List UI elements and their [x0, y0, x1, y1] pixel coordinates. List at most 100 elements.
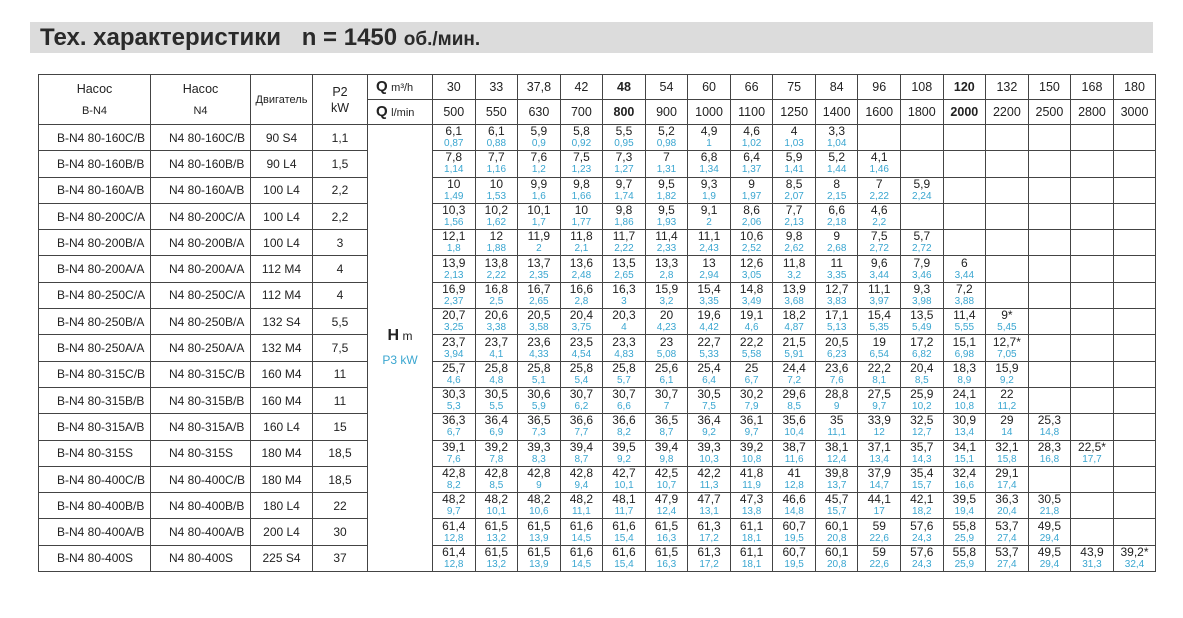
performance-cell: 17,1 5,13 [814, 308, 859, 336]
power-value: 24,3 [912, 532, 932, 544]
performance-cell [942, 123, 987, 152]
power-value: 2,15 [826, 190, 847, 202]
performance-cell: 6,4 1,37 [729, 150, 774, 178]
performance-cell [1112, 492, 1157, 520]
performance-cell: 36,6 8,2 [602, 413, 646, 441]
power-value: 6,7 [744, 374, 759, 386]
table-row: B-N4 80-250C/A N4 80-250C/A 112 M4 4 16,9 2,3… [38, 281, 1157, 310]
power-value: 12,8 [444, 558, 464, 570]
power-value: 13,1 [699, 506, 719, 518]
performance-cell: 9,9 1,6 [517, 176, 561, 204]
head-value: 47,7 [697, 492, 721, 507]
performance-cell: 25,7 4,6 [432, 360, 476, 388]
head-value: 61,5 [654, 518, 679, 533]
head-value: 22,5* [1077, 440, 1106, 454]
p2-power: 18,5 [312, 465, 368, 494]
head-value: 8,5 [785, 177, 803, 191]
power-value: 11,1 [827, 427, 847, 439]
performance-cell: 48,2 11,1 [559, 492, 604, 520]
power-value: 29,4 [1039, 532, 1060, 544]
power-value: 8,5 [787, 401, 802, 413]
power-value: 13,8 [741, 506, 762, 518]
head-value: 42,8 [569, 466, 594, 480]
head-value: 47,3 [739, 492, 764, 507]
q-unit-lmin: l/min [391, 106, 415, 119]
performance-table: Насос B-N4 Насос N4 Двигатель P2 kW Q m³/h … [38, 74, 1157, 573]
power-value: 5,55 [954, 322, 975, 334]
power-value: 1,04 [826, 138, 847, 150]
head-value: 6,1 [445, 124, 463, 139]
head-value: 32,5 [910, 413, 934, 428]
p2-power: 22 [312, 492, 368, 520]
head-value: 36,3 [995, 492, 1019, 507]
power-value: 10,6 [529, 506, 549, 518]
power-value: 14,7 [869, 480, 889, 491]
performance-cell: 29,6 8,5 [772, 386, 816, 415]
performance-cell [857, 123, 902, 152]
head-value: 9,5 [658, 177, 675, 191]
head-value: 28,3 [1037, 440, 1062, 454]
power-value: 4,54 [571, 348, 592, 360]
performance-cell [1070, 150, 1114, 178]
head-value: 13,7 [527, 255, 551, 270]
power-value: 5,58 [741, 348, 762, 360]
header-q-lmin-value: 2500 [1027, 99, 1072, 125]
motor-type: 180 M4 [250, 439, 313, 467]
head-value: 33,9 [867, 413, 891, 428]
performance-cell: 13,6 2,48 [559, 255, 604, 283]
power-value: 5,49 [912, 322, 932, 334]
power-value: 3,68 [784, 295, 804, 307]
performance-cell: 32,4 16,6 [942, 465, 987, 494]
pump-n4-model: N4 80-315A/B [150, 413, 251, 441]
power-value: 9,7 [872, 401, 887, 413]
header-q-m3h-value: 48 [602, 74, 646, 100]
head-value: 20,5 [825, 334, 849, 349]
header-q-m3h-value: 84 [814, 74, 859, 100]
head-value: 36,4 [484, 413, 508, 428]
performance-cell: 5,5 0,95 [602, 123, 646, 152]
motor-type: 100 L4 [250, 229, 313, 257]
header-motor: Двигатель [250, 74, 313, 125]
performance-cell: 47,9 12,4 [644, 492, 689, 520]
performance-cell: 42,8 8,5 [474, 465, 519, 494]
motor-type: 90 L4 [250, 150, 313, 178]
power-value: 9,2 [999, 374, 1014, 386]
head-value: 7,5 [573, 150, 590, 165]
performance-cell [1112, 308, 1157, 336]
head-value: 48,2 [527, 492, 551, 507]
power-value: 9,8 [659, 453, 674, 465]
power-value: 13,4 [869, 453, 889, 465]
power-value: 10,8 [954, 401, 975, 413]
head-value: 9,3 [700, 177, 718, 191]
motor-type: 200 L4 [250, 518, 313, 546]
power-value: 2,2 [872, 217, 887, 229]
head-value: 15,1 [952, 334, 977, 349]
performance-cell: 12 1,88 [474, 229, 519, 257]
power-value: 6,54 [869, 348, 889, 360]
performance-cell: 41 12,8 [772, 465, 816, 494]
head-value: 23,6 [527, 334, 551, 349]
head-value: 39,5 [612, 440, 636, 454]
power-value: 0,98 [656, 138, 677, 150]
power-value: 1,27 [614, 164, 634, 176]
performance-cell: 29 14 [985, 413, 1029, 441]
header-q-m3h-value: 33 [474, 74, 519, 100]
performance-cell: 42,8 9 [517, 465, 561, 494]
performance-cell [1027, 123, 1072, 152]
head-value: 39,4 [654, 440, 679, 454]
performance-cell: 13,5 5,49 [900, 308, 944, 336]
header-q-lmin: Q l/min [367, 99, 433, 125]
performance-cell: 9 2,68 [814, 229, 859, 257]
power-value: 15,4 [614, 532, 634, 544]
power-value: 7 [663, 401, 670, 413]
header-q-m3h-value: 180 [1112, 74, 1157, 100]
power-value: 9 [833, 401, 840, 413]
head-value: 30,3 [442, 387, 466, 402]
motor-type: 160 L4 [250, 413, 313, 441]
header-q-lmin-value: 1000 [687, 99, 731, 125]
pump-n4-model: N4 80-400S [150, 544, 251, 573]
performance-cell [1112, 255, 1157, 283]
performance-cell: 61,5 16,3 [644, 518, 689, 546]
performance-cell: 49,5 29,4 [1027, 518, 1072, 546]
performance-cell: 61,5 13,9 [517, 544, 561, 573]
